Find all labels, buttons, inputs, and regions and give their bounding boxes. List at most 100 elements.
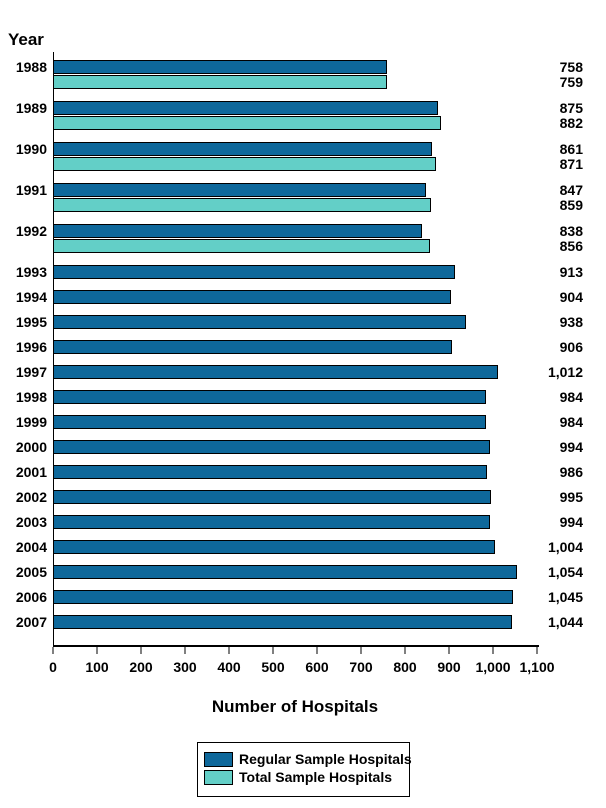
bar-line: 882 [53, 116, 584, 130]
x-axis-tick [228, 647, 230, 654]
bar-line: 875 [53, 101, 584, 115]
year-group: 1994 904 [0, 290, 584, 304]
legend-label-regular: Regular Sample Hospitals [239, 751, 412, 767]
bar-total-sample [53, 239, 430, 253]
bar-regular-sample [53, 290, 451, 304]
year-label: 1992 [15, 223, 47, 239]
value-label: 984 [559, 414, 583, 430]
year-label: 2006 [15, 589, 47, 605]
plot-area [53, 365, 537, 379]
bar-line: 838 [53, 224, 584, 238]
x-axis-tick [360, 647, 362, 654]
x-axis-tick-label: 700 [349, 659, 373, 675]
x-axis-title: Number of Hospitals [211, 697, 379, 716]
year-group: 2005 1,054 [0, 565, 584, 579]
year-group: 2003 994 [0, 515, 584, 529]
year-group: 2001 986 [0, 465, 584, 479]
legend-label-total: Total Sample Hospitals [239, 769, 392, 785]
x-axis-tick [448, 647, 450, 654]
plot-area [53, 265, 537, 279]
year-group: 1999 984 [0, 415, 584, 429]
x-axis-tick-label: 1,100 [519, 659, 555, 675]
plot-area [53, 415, 537, 429]
year-group: 1989 875 882 [0, 101, 584, 130]
value-label: 875 [559, 100, 583, 116]
x-axis-tick-label: 800 [393, 659, 417, 675]
plot-area [53, 615, 537, 629]
bar-regular-sample [53, 142, 432, 156]
bar-line: 758 [53, 60, 584, 74]
bar-total-sample [53, 198, 431, 212]
year-label: 2001 [15, 464, 47, 480]
year-group: 2006 1,045 [0, 590, 584, 604]
x-axis-tick [492, 647, 494, 654]
value-label: 1,012 [547, 364, 583, 380]
bar-line: 994 [53, 440, 584, 454]
bar-line: 904 [53, 290, 584, 304]
plot-area [53, 540, 537, 554]
value-label: 986 [559, 464, 583, 480]
bar-regular-sample [53, 340, 452, 354]
x-axis-tick-label: 100 [85, 659, 109, 675]
year-group: 1998 984 [0, 390, 584, 404]
plot-area [53, 465, 537, 479]
year-group: 1993 913 [0, 265, 584, 279]
bar-total-sample [53, 116, 442, 130]
plot-area [53, 565, 537, 579]
plot-area [53, 390, 537, 404]
plot-area [53, 290, 537, 304]
bar-line: 759 [53, 75, 584, 89]
value-label: 904 [559, 289, 583, 305]
year-label: 1994 [15, 289, 47, 305]
plot-area [53, 116, 537, 130]
x-axis-tick [140, 647, 142, 654]
bar-regular-sample [53, 390, 486, 404]
legend-item-regular: Regular Sample Hospitals [204, 751, 412, 767]
value-label: 995 [559, 489, 583, 505]
year-label: 1989 [15, 100, 47, 116]
plot-area [53, 142, 537, 156]
year-label: 2004 [15, 539, 47, 555]
year-label: 2002 [15, 489, 47, 505]
x-axis-line [53, 645, 539, 647]
bar-rows: 1988 758 759 1989 875 882 1990 861 871 1991 847 859… [0, 60, 584, 640]
bar-line: 994 [53, 515, 584, 529]
year-label: 1991 [15, 182, 47, 198]
bar-line: 1,044 [53, 615, 584, 629]
year-label: 1998 [15, 389, 47, 405]
bar-regular-sample [53, 490, 491, 504]
x-axis-tick [184, 647, 186, 654]
plot-area [53, 239, 537, 253]
year-label: 1996 [15, 339, 47, 355]
legend-swatch-regular [204, 751, 233, 767]
x-axis-tick-label: 1,000 [475, 659, 511, 675]
bar-regular-sample [53, 101, 438, 115]
year-label: 1997 [15, 364, 47, 380]
year-label: 1988 [15, 59, 47, 75]
value-label: 759 [559, 74, 583, 90]
bar-total-sample [53, 157, 437, 171]
bar-line: 861 [53, 142, 584, 156]
value-label: 938 [559, 314, 583, 330]
plot-area [53, 440, 537, 454]
year-group: 1996 906 [0, 340, 584, 354]
plot-area [53, 224, 537, 238]
x-axis-tick [404, 647, 406, 654]
year-group: 2000 994 [0, 440, 584, 454]
year-label: 2003 [15, 514, 47, 530]
value-label: 1,004 [547, 539, 583, 555]
plot-area [53, 60, 537, 74]
year-group: 2002 995 [0, 490, 584, 504]
legend: Regular Sample Hospitals Total Sample Ho… [197, 742, 412, 797]
year-label: 2007 [15, 614, 47, 630]
plot-area [53, 515, 537, 529]
bar-regular-sample [53, 565, 517, 579]
year-group: 1997 1,012 [0, 365, 584, 379]
y-axis-title: Year [8, 30, 44, 49]
value-label: 906 [559, 339, 583, 355]
bar-line: 856 [53, 239, 584, 253]
bar-regular-sample [53, 615, 513, 629]
value-label: 758 [559, 59, 583, 75]
bar-regular-sample [53, 515, 491, 529]
